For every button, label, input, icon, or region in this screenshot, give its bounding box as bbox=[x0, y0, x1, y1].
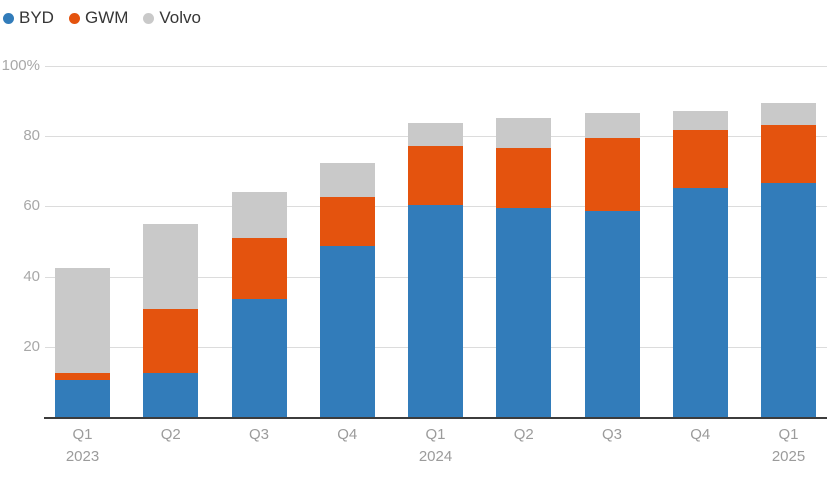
bar-segment-gwm bbox=[672, 130, 728, 188]
bar-segment-gwm bbox=[231, 237, 287, 300]
bar-segment-gwm bbox=[143, 308, 199, 374]
bar-segment-volvo bbox=[672, 110, 728, 131]
legend-label-volvo: Volvo bbox=[159, 8, 201, 27]
x-axis-year-label-2023: 2023 bbox=[65, 448, 100, 465]
y-axis-label-60: 60 bbox=[23, 197, 40, 215]
x-axis-label-1: Q2 bbox=[160, 426, 181, 443]
bar-segment-volvo bbox=[584, 112, 640, 138]
y-axis-label-100: 100% bbox=[1, 57, 40, 74]
gridline-100 bbox=[45, 66, 827, 67]
gwm-legend-dot-icon bbox=[68, 12, 80, 24]
bar-segment-volvo bbox=[143, 223, 199, 309]
legend-label-byd: BYD bbox=[19, 8, 54, 27]
x-axis-label-2: Q3 bbox=[248, 426, 269, 443]
x-axis-year-label-2024: 2024 bbox=[418, 448, 453, 465]
bar-q3-2023 bbox=[231, 192, 287, 417]
legend-label-gwm: GWM bbox=[84, 8, 129, 27]
bar-segment-gwm bbox=[55, 373, 110, 381]
bar-q4-2023 bbox=[319, 162, 375, 417]
bar-segment-gwm bbox=[408, 146, 463, 205]
x-axis-baseline bbox=[44, 417, 827, 419]
x-axis-label-0: Q1 bbox=[72, 426, 93, 443]
bar-q1-2025 bbox=[761, 102, 816, 417]
bar-segment-volvo bbox=[496, 118, 552, 148]
bar-segment-byd bbox=[408, 204, 463, 417]
byd-legend-dot-icon bbox=[3, 12, 14, 24]
bar-segment-gwm bbox=[761, 125, 816, 183]
x-axis-label-6: Q3 bbox=[601, 426, 622, 443]
bar-segment-volvo bbox=[319, 162, 375, 197]
y-axis-label-40: 40 bbox=[23, 267, 40, 285]
bar-q2-2023 bbox=[143, 223, 199, 417]
y-axis-label-80: 80 bbox=[23, 127, 40, 145]
x-axis-label-5: Q2 bbox=[513, 426, 534, 443]
legend-item-gwm: GWM bbox=[68, 8, 129, 28]
bar-q1-2023 bbox=[55, 267, 110, 417]
bar-q1-2024 bbox=[408, 122, 463, 417]
chart-legend: BYD GWM Volvo bbox=[3, 8, 201, 28]
x-axis-label-8: Q1 bbox=[778, 426, 799, 443]
x-axis-year-label-2025: 2025 bbox=[771, 448, 806, 465]
bar-q3-2024 bbox=[584, 112, 640, 417]
bar-segment-byd bbox=[672, 187, 728, 417]
bar-segment-byd bbox=[231, 299, 287, 417]
bar-segment-byd bbox=[584, 210, 640, 417]
y-axis-label-20: 20 bbox=[23, 337, 40, 355]
bar-segment-volvo bbox=[761, 102, 816, 126]
x-axis-label-7: Q4 bbox=[690, 426, 711, 443]
x-axis-label-4: Q1 bbox=[425, 426, 446, 443]
legend-item-volvo: Volvo bbox=[143, 8, 201, 28]
bar-segment-byd bbox=[143, 373, 199, 417]
bar-q4-2024 bbox=[672, 110, 728, 417]
bar-segment-byd bbox=[496, 208, 552, 417]
bar-segment-byd bbox=[761, 182, 816, 417]
x-axis-label-3: Q4 bbox=[337, 426, 358, 443]
bar-segment-byd bbox=[319, 246, 375, 417]
bar-segment-gwm bbox=[584, 137, 640, 211]
bar-segment-volvo bbox=[408, 122, 463, 147]
bar-segment-volvo bbox=[55, 267, 110, 374]
bar-segment-gwm bbox=[319, 196, 375, 247]
bar-segment-gwm bbox=[496, 147, 552, 209]
bar-q2-2024 bbox=[496, 118, 552, 417]
legend-item-byd: BYD bbox=[3, 8, 54, 28]
bar-segment-byd bbox=[55, 380, 110, 417]
bar-segment-volvo bbox=[231, 192, 287, 238]
volvo-legend-dot-icon bbox=[143, 12, 155, 24]
